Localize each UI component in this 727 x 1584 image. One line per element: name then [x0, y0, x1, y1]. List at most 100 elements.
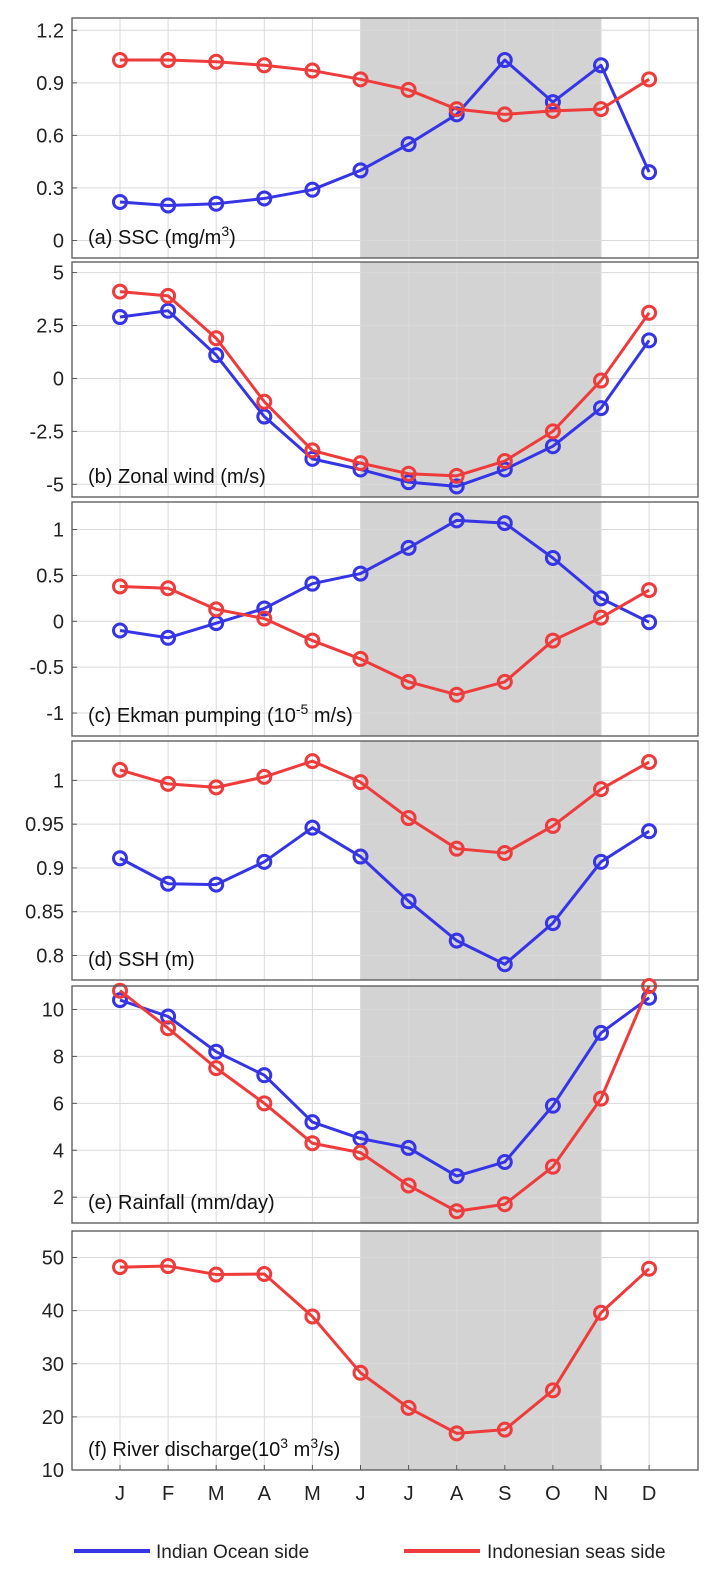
panel-label-wind: (b) Zonal wind (m/s) [88, 466, 266, 488]
series-line-indonesian [119, 584, 650, 697]
data-point-indian_ocean [256, 853, 273, 870]
data-point-indonesian [448, 840, 465, 857]
data-point-indian_ocean [593, 853, 609, 870]
data-point-indonesian [112, 982, 128, 999]
series-line-indian_ocean [119, 518, 650, 640]
data-point-indonesian [256, 768, 273, 785]
data-point-indian_ocean [544, 1097, 561, 1114]
data-point-indian_ocean [448, 932, 465, 949]
series-line-indian_ocean [119, 309, 651, 488]
data-point-indonesian [352, 455, 369, 472]
panel-frame [71, 1230, 699, 1471]
y-tick-label: 0.3 [36, 178, 64, 200]
panel-label-ssc: (a) SSC (mg/m3) [88, 223, 236, 249]
panel-label-river: (f) River discharge(103 m3/s) [88, 1435, 340, 1461]
data-point-indonesian [448, 1425, 465, 1442]
y-tick-label: 0.9 [36, 858, 64, 880]
data-point-indian_ocean [112, 193, 128, 210]
data-point-indonesian [256, 1266, 273, 1283]
data-point-indonesian [160, 1020, 177, 1037]
x-tick-label: S [498, 1483, 511, 1505]
data-point-indian_ocean [208, 195, 225, 212]
data-point-indonesian [641, 754, 658, 771]
data-point-indonesian [400, 81, 417, 98]
y-tick-label: 10 [42, 999, 64, 1021]
data-point-indonesian [593, 1304, 609, 1321]
data-point-indonesian [593, 101, 609, 118]
data-point-indonesian [112, 52, 128, 69]
data-point-indian_ocean [304, 181, 321, 198]
data-point-indian_ocean [641, 823, 658, 840]
x-tick-label: D [642, 1483, 656, 1505]
data-point-indian_ocean [352, 848, 369, 865]
data-point-indian_ocean [304, 1114, 321, 1131]
y-tick-label: 0 [53, 368, 64, 390]
y-tick-label: 0.9 [36, 73, 64, 95]
x-tick-label: M [208, 1483, 225, 1505]
data-point-indian_ocean [544, 915, 561, 932]
data-point-indian_ocean [400, 474, 417, 491]
y-tick-label: 2 [53, 1187, 64, 1209]
data-point-indian_ocean [256, 1067, 273, 1084]
panel-ssh: 0.8 0.85 0.9 0.95 1 (d) SSH (m) [25, 740, 699, 981]
y-tick-label: 5 [53, 263, 64, 285]
data-point-indian_ocean [112, 992, 128, 1009]
data-point-indonesian [304, 753, 321, 770]
panel-wind: -5 -2.5 0 2.5 5 (b) Zonal wind (m/s) [30, 261, 699, 498]
data-point-indonesian [208, 1266, 225, 1283]
panel-frame [71, 740, 699, 981]
data-point-indonesian [400, 1399, 417, 1416]
data-point-indian_ocean [256, 190, 273, 207]
y-tick-label: -0.5 [30, 657, 64, 679]
data-point-indonesian [641, 71, 658, 88]
data-point-indonesian [256, 57, 273, 74]
data-point-indian_ocean [304, 819, 321, 836]
panel-label-rain: (e) Rainfall (mm/day) [88, 1192, 275, 1214]
shaded-season-wind [360, 262, 601, 497]
data-point-indonesian [304, 1135, 321, 1152]
data-point-indian_ocean [208, 876, 225, 893]
data-point-indonesian [160, 287, 177, 304]
data-point-indian_ocean [112, 622, 128, 639]
data-point-indonesian [593, 781, 609, 798]
data-point-indonesian [160, 1258, 177, 1275]
y-tick-label: 0.95 [25, 814, 64, 836]
y-tick-label: 6 [53, 1093, 64, 1115]
data-point-indonesian [352, 774, 369, 791]
data-point-indian_ocean [544, 94, 561, 111]
data-point-indonesian [208, 330, 225, 347]
data-point-indonesian [496, 673, 513, 690]
legend-label-indian_ocean: Indian Ocean side [156, 1542, 309, 1563]
data-point-indonesian [641, 582, 658, 599]
series-line-indian_ocean [119, 58, 651, 207]
data-point-indonesian [304, 62, 321, 79]
x-tick-label: M [304, 1483, 321, 1505]
y-tick-label: 1 [53, 520, 64, 542]
y-tick-label: 1 [53, 770, 64, 792]
panel-river: 10 20 30 40 50 (f) River discharge(103 m3/s) [42, 1230, 699, 1482]
x-tick-label: N [594, 1483, 608, 1505]
data-point-indonesian [496, 1421, 513, 1438]
y-tick-label: 1.2 [36, 20, 64, 42]
shaded-season-rain [360, 986, 601, 1223]
y-tick-label: 20 [42, 1407, 64, 1429]
data-point-indian_ocean [496, 461, 513, 478]
data-point-indonesian [352, 1144, 369, 1161]
data-point-indonesian [256, 393, 273, 410]
y-tick-label: 0.5 [36, 565, 64, 587]
data-point-indonesian [352, 71, 369, 88]
y-tick-label: 2.5 [36, 316, 64, 338]
data-point-indonesian [112, 283, 128, 300]
data-point-indian_ocean [544, 549, 561, 566]
panel-frame [71, 985, 699, 1224]
data-point-indian_ocean [208, 1043, 225, 1060]
shaded-season-ssc [360, 18, 601, 258]
panel-frame [71, 501, 699, 737]
data-point-indian_ocean [448, 478, 465, 495]
data-point-indian_ocean [160, 302, 177, 319]
data-point-indonesian [400, 810, 417, 827]
data-point-indonesian [208, 1060, 225, 1077]
panel-ekman: -1 -0.5 0 0.5 1 (c) Ekman pumping (10-5 m/s) [30, 501, 699, 737]
y-tick-label: 4 [53, 1140, 64, 1162]
